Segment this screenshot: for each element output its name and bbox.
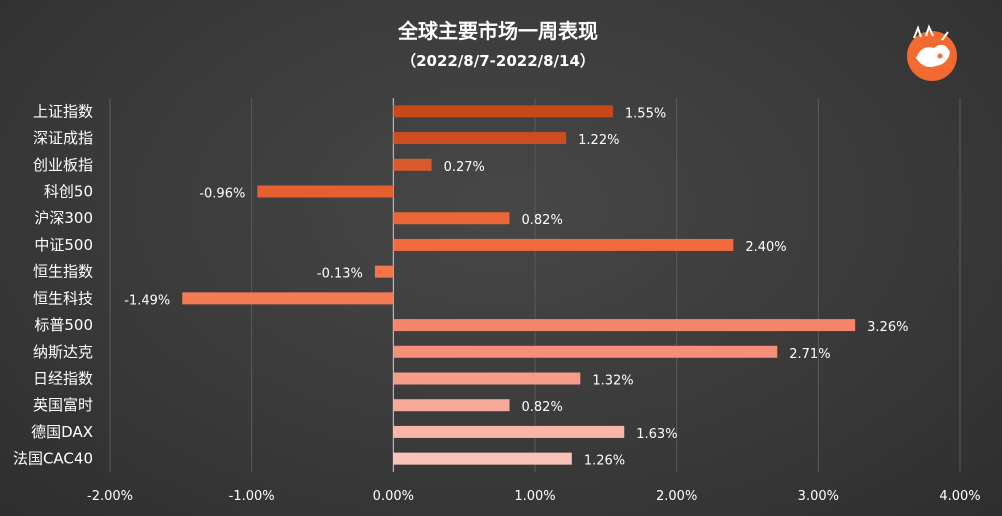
bar: [393, 345, 778, 358]
x-tick-label: 1.00%: [514, 489, 555, 504]
category-label: 日经指数: [33, 370, 93, 388]
bar: [374, 265, 394, 278]
category-label: 英国富时: [33, 396, 93, 414]
data-label: 0.27%: [444, 160, 485, 175]
data-label: 1.63%: [636, 427, 677, 442]
data-label: 2.40%: [745, 240, 786, 255]
data-label: -1.49%: [124, 293, 170, 308]
bar: [393, 212, 510, 225]
x-tick-label: 0.00%: [373, 489, 414, 504]
logo-eye: [937, 53, 943, 59]
data-label: 2.71%: [789, 347, 830, 362]
bar: [182, 292, 394, 305]
category-label: 法国CAC40: [13, 450, 93, 468]
bar: [393, 105, 613, 118]
category-label: 科创50: [44, 183, 93, 201]
category-label: 恒生科技: [33, 289, 93, 307]
data-label: -0.96%: [199, 187, 245, 202]
data-label: 1.22%: [578, 133, 619, 148]
data-label: 1.32%: [592, 374, 633, 389]
bar: [393, 452, 572, 465]
category-label: 沪深300: [34, 209, 93, 227]
data-label: 1.26%: [584, 454, 625, 469]
chart-title: 全球主要市场一周表现: [397, 19, 598, 43]
x-tick-label: 4.00%: [939, 489, 980, 504]
x-tick-label: 2.00%: [656, 489, 697, 504]
brand-logo: [907, 24, 957, 81]
x-tick-label: -2.00%: [87, 489, 133, 504]
bar: [393, 399, 510, 412]
chart-subtitle: （2022/8/7-2022/8/14）: [401, 52, 595, 70]
data-label: 0.82%: [522, 213, 563, 228]
data-label: 0.82%: [522, 400, 563, 415]
logo-ears: [913, 24, 949, 41]
data-label: -0.13%: [317, 267, 363, 282]
bar: [393, 132, 567, 145]
data-label: 3.26%: [867, 320, 908, 335]
bar: [393, 425, 625, 438]
x-tick-label: -1.00%: [229, 489, 275, 504]
bar: [257, 185, 394, 198]
logo-mascot: [916, 44, 950, 67]
bar: [393, 158, 432, 171]
category-label: 中证500: [34, 236, 93, 254]
category-label: 创业板指: [33, 156, 93, 174]
data-label: 1.55%: [625, 106, 666, 121]
x-tick-label: 3.00%: [798, 489, 839, 504]
bar: [393, 319, 856, 332]
category-label: 德国DAX: [31, 423, 93, 441]
bars: [182, 105, 856, 465]
bar: [393, 372, 581, 385]
category-label: 纳斯达克: [33, 343, 93, 361]
category-label: 恒生指数: [33, 263, 93, 281]
x-axis-tick-labels: -2.00% -1.00% 0.00% 1.00% 2.00% 3.00% 4.00%: [87, 489, 981, 504]
category-label: 上证指数: [33, 102, 93, 120]
gridlines: [109, 98, 961, 472]
data-labels: 1.55% 1.22% 0.27% -0.96% 0.82% 2.40% -0.13% -1.…: [124, 106, 908, 468]
category-label: 深证成指: [33, 129, 93, 147]
bar: [393, 238, 734, 251]
category-label: 标普500: [34, 316, 93, 334]
